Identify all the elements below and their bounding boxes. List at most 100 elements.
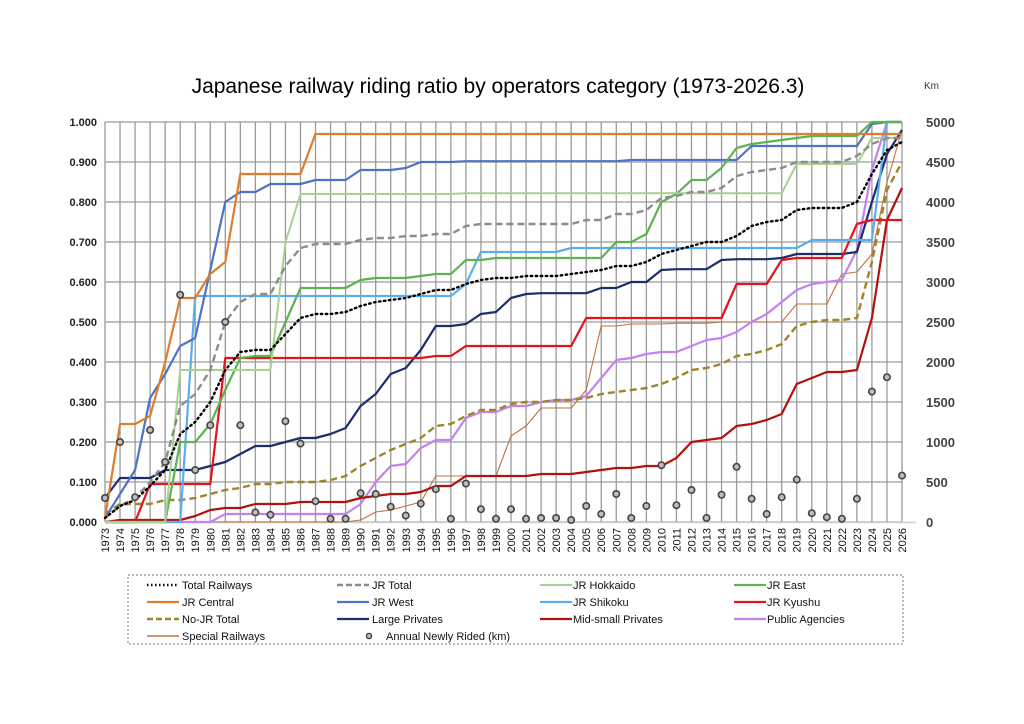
annual-newly-rided-marker: [627, 513, 636, 522]
annual-newly-rided-marker: [717, 490, 726, 499]
legend-item: JR Kyushu: [734, 597, 820, 609]
series-line-mid-small-privates: [104, 187, 903, 524]
annual-newly-rided-marker: [311, 497, 320, 506]
x-tick-label: 1992: [386, 528, 398, 552]
annual-newly-rided-marker: [461, 479, 470, 488]
legend-box: [127, 574, 904, 645]
legend-item: JR Total: [337, 580, 412, 592]
series-layer: [103, 120, 904, 524]
y2-axis-unit: Km: [924, 81, 939, 92]
x-tick-label: 1996: [446, 528, 458, 552]
legend-item: JR Shikoku: [540, 597, 629, 609]
legend-label: JR Hokkaido: [573, 580, 635, 592]
legend-label: JR Kyushu: [767, 597, 820, 609]
series-line-jr-shikoku: [105, 120, 902, 524]
legend-item: JR East: [734, 580, 806, 592]
y2-tick-label: 1500: [926, 395, 955, 410]
y-tick-label: 0.800: [69, 197, 97, 209]
x-tick-label: 2022: [837, 528, 849, 552]
series-line-no-jr-total: [104, 161, 904, 515]
annual-newly-rided-marker: [281, 417, 290, 426]
legend-item: JR Central: [147, 597, 234, 609]
annual-newly-rided-marker: [792, 475, 801, 484]
y2-axis-ticks: 0 500 1000 1500 2000 2500 3000 3500 4000 4500 5000: [926, 115, 955, 530]
annual-newly-rided-marker: [522, 514, 531, 523]
x-tick-label: 2000: [506, 528, 518, 552]
x-tick-label: 1987: [311, 528, 323, 552]
x-tick-label: 2009: [641, 528, 653, 552]
y-tick-label: 0.100: [69, 477, 97, 489]
legend-marker-icon: [365, 632, 373, 640]
legend-label: Mid-small Privates: [573, 614, 663, 626]
legend-label: JR Total: [372, 580, 412, 592]
x-tick-label: 1979: [190, 528, 202, 552]
x-tick-label: 2003: [551, 528, 563, 552]
legend-label: JR East: [767, 580, 806, 592]
annual-newly-rided-marker: [446, 514, 455, 523]
x-tick-label: 1998: [476, 528, 488, 552]
x-tick-label: 1993: [401, 528, 413, 552]
x-tick-label: 2004: [566, 528, 578, 552]
x-tick-label: 1989: [341, 528, 353, 552]
series-line-jr-central: [103, 132, 902, 519]
x-tick-label: 2016: [747, 528, 759, 552]
x-tick-label: 1973: [100, 528, 112, 552]
legend-label: JR Shikoku: [573, 597, 629, 609]
x-tick-label: 2008: [626, 528, 638, 552]
annual-newly-rided-marker: [341, 514, 350, 523]
annual-newly-rided-marker: [582, 501, 591, 510]
series-line-large-privates: [104, 129, 903, 499]
annual-newly-rided-marker: [371, 489, 380, 498]
y2-tick-label: 1000: [926, 435, 955, 450]
annual-newly-rided-marker: [266, 510, 275, 519]
y-tick-label: 0.200: [69, 437, 97, 449]
annual-newly-rided-marker: [567, 515, 576, 524]
annual-newly-rided-marker: [657, 461, 666, 470]
y-tick-label: 0.600: [69, 277, 97, 289]
annual-newly-rided-marker: [747, 494, 756, 503]
y2-tick-label: 0: [926, 515, 933, 530]
annual-newly-rided-marker: [206, 421, 215, 430]
annual-newly-rided-marker: [852, 494, 861, 503]
annual-newly-rided-marker: [101, 493, 110, 502]
legend-item: Mid-small Privates: [540, 614, 663, 626]
x-tick-label: 2021: [822, 528, 834, 552]
x-tick-label: 2013: [702, 528, 714, 552]
annual-newly-rided-marker: [807, 509, 816, 518]
y-tick-label: 0.500: [69, 317, 97, 329]
x-tick-label: 2014: [717, 528, 729, 552]
x-tick-label: 1981: [220, 528, 232, 552]
legend-item: JR West: [337, 597, 413, 609]
series-line-public-agencies: [105, 120, 902, 524]
x-tick-label: 2001: [521, 528, 533, 552]
legend-label: Special Railways: [182, 631, 266, 643]
legend-label: Total Railways: [182, 580, 253, 592]
x-tick-label: 1994: [416, 528, 428, 552]
x-tick-label: 1982: [235, 528, 247, 552]
annual-newly-rided-marker: [612, 489, 621, 498]
annual-newly-rided-marker: [867, 387, 876, 396]
y2-tick-label: 500: [926, 475, 948, 490]
legend-label: JR West: [372, 597, 413, 609]
x-tick-label: 2025: [882, 528, 894, 552]
y2-tick-label: 5000: [926, 115, 955, 130]
annual-newly-rided-marker: [416, 499, 425, 508]
x-tick-label: 1988: [326, 528, 338, 552]
legend-item: Public Agencies: [734, 614, 845, 626]
x-tick-label: 2019: [792, 528, 804, 552]
x-tick-label: 2005: [581, 528, 593, 552]
x-tick-label: 1999: [491, 528, 503, 552]
y2-tick-label: 4000: [926, 195, 955, 210]
x-tick-label: 1995: [431, 528, 443, 552]
annual-newly-rided-marker: [642, 501, 651, 510]
y-tick-label: 0.900: [69, 157, 97, 169]
x-tick-label: 1984: [265, 528, 277, 552]
annual-newly-rided-marker: [326, 514, 335, 523]
annual-newly-rided-marker: [491, 514, 500, 523]
x-tick-label: 2006: [596, 528, 608, 552]
series-line-jr-total: [104, 136, 902, 519]
annual-newly-rided-marker: [161, 457, 170, 466]
annual-newly-rided-marker: [236, 421, 245, 430]
x-tick-label: 1983: [250, 528, 262, 552]
y-tick-label: 0.000: [69, 517, 97, 529]
